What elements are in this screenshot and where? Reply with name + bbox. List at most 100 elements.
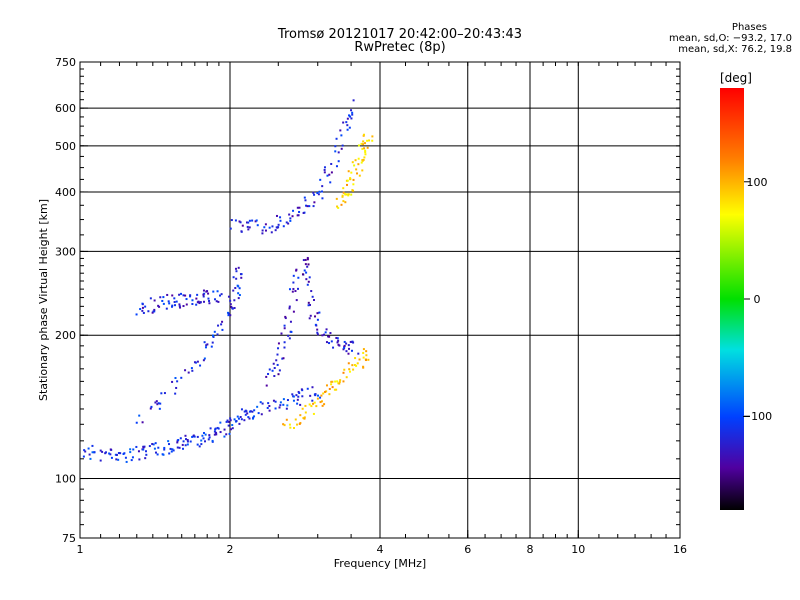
data-point [296,398,299,401]
data-point [371,139,374,142]
data-point [169,447,172,450]
data-point [212,335,215,338]
data-point [283,346,286,349]
data-point [297,395,300,398]
data-point [342,371,345,374]
data-point [240,230,243,233]
data-point [162,453,165,456]
data-point [138,414,141,417]
data-point [363,147,366,150]
data-point [310,405,313,408]
data-point [292,399,295,402]
data-point [347,362,350,365]
data-point [108,452,111,455]
data-point [208,434,211,437]
data-point [171,305,174,308]
data-point [125,460,128,463]
data-point [289,320,292,323]
data-point [347,344,350,347]
data-point [238,287,241,290]
data-point [345,342,348,345]
data-point [274,407,277,410]
data-point [273,375,276,378]
data-point [287,334,290,337]
x-axis-label: Frequency [MHz] [334,557,426,570]
data-point [268,226,271,229]
data-point [216,290,219,293]
data-point [202,300,205,303]
data-point [186,440,189,443]
data-point [343,368,346,371]
data-point [279,404,282,407]
data-point [291,290,294,293]
data-point [335,336,338,339]
data-point [265,375,268,378]
data-point [283,341,286,344]
data-point [314,323,317,326]
data-point [184,434,187,437]
data-point [316,333,319,336]
data-point [347,193,350,196]
data-point [346,124,349,127]
data-point [184,369,187,372]
data-point [229,299,232,302]
data-point [84,450,87,453]
data-point [217,300,220,303]
data-point [302,211,305,214]
data-point [180,292,183,295]
data-point [277,223,280,226]
data-point [285,221,288,224]
data-point [154,442,157,445]
data-point [254,220,257,223]
data-point [166,293,169,296]
data-point [334,145,337,148]
data-point [271,369,274,372]
data-point [245,410,248,413]
data-point [186,439,189,442]
data-point [317,193,320,196]
data-point [295,299,298,302]
data-point [214,298,217,301]
data-point [189,295,192,298]
data-point [349,370,352,373]
data-point [321,185,324,188]
data-point [337,160,340,163]
data-point [159,296,162,299]
data-point [243,410,246,413]
data-point [347,170,350,173]
data-point [276,363,279,366]
data-point [257,412,260,415]
data-point [187,371,190,374]
data-point [361,143,364,146]
data-point [308,205,311,208]
data-point [346,183,349,186]
data-point [292,209,295,212]
data-point [172,449,175,452]
data-point [288,288,291,291]
data-point [131,456,134,459]
data-point [300,388,303,391]
data-point [190,367,193,370]
data-point [352,368,355,371]
data-point [161,299,164,302]
data-point [350,171,353,174]
data-point [208,299,211,302]
data-point [308,403,311,406]
data-point [305,271,308,274]
data-point [312,191,315,194]
data-point [357,163,360,166]
data-point [343,345,346,348]
data-point [149,297,152,300]
data-point [283,324,286,327]
data-point [362,134,365,137]
data-point [279,401,282,404]
data-point [339,129,342,132]
data-point [278,406,281,409]
data-point [367,358,370,361]
data-point [123,452,126,455]
data-point [144,305,147,308]
data-point [196,301,199,304]
data-point [296,287,299,290]
data-point [299,403,302,406]
data-point [330,340,333,343]
